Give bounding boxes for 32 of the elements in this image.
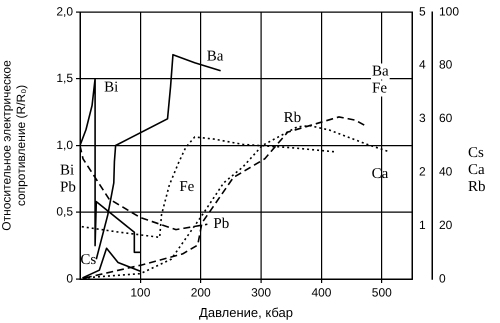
y-tick-label: 0,5 (56, 204, 74, 219)
y-tick-label: 2,0 (56, 4, 74, 18)
y3-tick-label: 0 (439, 271, 446, 286)
y2-tick-label: 1 (419, 218, 426, 232)
x-tick-label: 200 (190, 286, 212, 300)
series-label: Ba (206, 48, 224, 65)
y3-tick-label: 20 (439, 218, 453, 232)
y2-tick-label: 5 (419, 4, 426, 18)
y2-tick-label: 4 (419, 58, 426, 72)
annotation: Ba Fe (372, 63, 390, 96)
x-tick-label: 500 (372, 286, 392, 300)
text: Cs Ca Rb (468, 144, 486, 195)
y3-tick-label: 80 (439, 58, 453, 72)
y-tick-label: 1,0 (56, 138, 74, 152)
y3-tick-label: 60 (439, 111, 453, 126)
series-label: Rb (284, 110, 302, 126)
series-label: Bi (104, 79, 118, 96)
y-tick-label: 0 (66, 271, 74, 286)
y-tick-label: 1,5 (56, 71, 74, 86)
series-label: Cs (80, 252, 96, 268)
x-tick-label: 100 (130, 286, 151, 300)
series-label: Fe (179, 178, 195, 195)
y3-tick-label: 40 (439, 164, 453, 179)
y2-tick-label: 3 (419, 111, 426, 126)
y2-tick-label: 2 (419, 164, 426, 179)
series-label: Pb (213, 216, 230, 232)
x-axis-title: Давление, кбар (199, 304, 293, 320)
y-axis-title: Относительное электрическое сопротивление (R/R₀) (0, 60, 28, 231)
y3-tick-label: 100 (439, 4, 460, 18)
x-tick-label: 400 (311, 286, 332, 300)
text: Bi Pb (60, 162, 76, 196)
x-tick-label: 300 (251, 286, 272, 300)
